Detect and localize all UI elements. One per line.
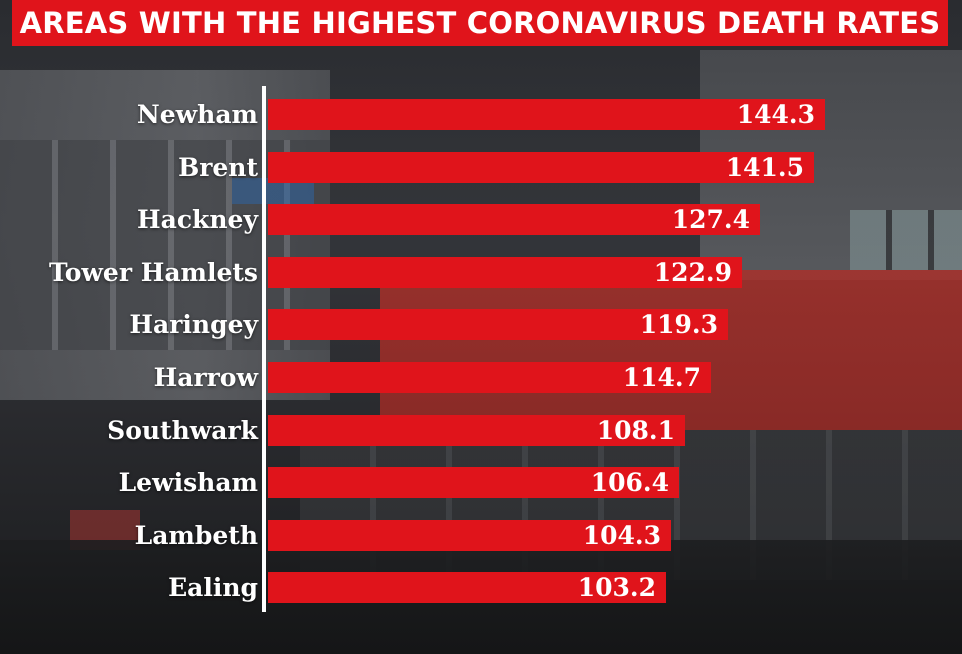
bar (268, 99, 825, 130)
bar-value-label: 114.7 (622, 363, 701, 392)
bar (268, 309, 728, 340)
category-label: Lambeth (134, 521, 258, 550)
category-label: Southwark (107, 416, 258, 445)
y-axis-line (262, 86, 266, 612)
bar-value-label: 141.5 (725, 153, 804, 182)
category-label: Haringey (129, 310, 258, 339)
bar (268, 257, 742, 288)
bar (268, 467, 679, 498)
bar (268, 572, 666, 603)
category-label: Newham (136, 100, 258, 129)
bar (268, 415, 685, 446)
background-glass-right (850, 210, 962, 270)
bar (268, 520, 671, 551)
category-label: Brent (178, 153, 258, 182)
bar (268, 204, 760, 235)
category-label: Lewisham (118, 468, 258, 497)
bar-value-label: 106.4 (590, 468, 669, 497)
category-label: Harrow (153, 363, 258, 392)
bar-value-label: 119.3 (639, 310, 718, 339)
title-banner: AREAS WITH THE HIGHEST CORONAVIRUS DEATH… (12, 0, 948, 46)
chart-title: AREAS WITH THE HIGHEST CORONAVIRUS DEATH… (19, 6, 941, 40)
bar-value-label: 144.3 (736, 100, 815, 129)
bar-value-label: 122.9 (653, 258, 732, 287)
category-label: Ealing (168, 573, 258, 602)
bar-value-label: 127.4 (671, 205, 750, 234)
category-label: Hackney (137, 205, 258, 234)
category-label: Tower Hamlets (48, 258, 258, 287)
bar-value-label: 103.2 (577, 573, 656, 602)
bar (268, 362, 711, 393)
bar-value-label: 104.3 (582, 521, 661, 550)
bar-value-label: 108.1 (596, 416, 675, 445)
bar (268, 152, 814, 183)
background-emergency-facade (380, 270, 962, 430)
